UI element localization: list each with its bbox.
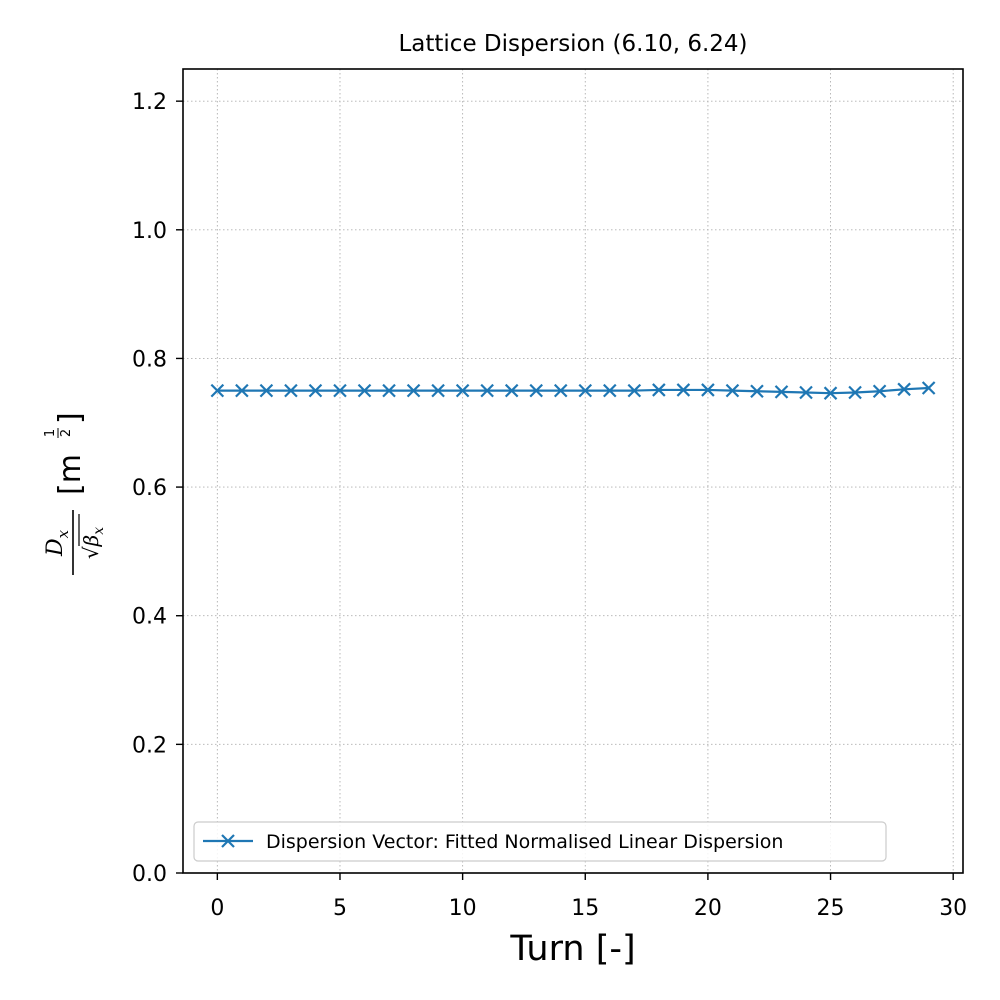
x-tick-label: 0 [210,896,224,921]
y-label-exp-num: 1 [43,429,58,437]
data-point-marker [382,383,396,398]
y-tick-label: 0.8 [132,347,167,372]
data-point-marker [676,383,691,397]
data-point-marker [357,383,372,398]
data-point-marker [455,383,470,398]
x-tick-label: 5 [333,896,347,921]
grid [183,69,963,874]
data-point-marker [603,383,617,398]
y-axis-label: Dx √βx [m 1 2 ] [43,412,107,575]
y-tick-label: 0.4 [132,605,167,630]
series-layer [210,381,936,400]
data-point-marker [284,383,298,398]
x-tick-label: 20 [694,896,722,921]
series-line [217,386,929,395]
x-tick-label: 25 [817,896,845,921]
data-point-marker [529,383,543,398]
y-label-denominator: √βx [79,527,107,559]
data-point-marker [406,383,421,398]
y-tick-label: 0.0 [132,862,167,887]
data-point-marker [774,385,789,399]
data-point-marker [259,383,274,398]
data-point-marker [823,386,838,400]
data-point-marker [627,383,642,398]
data-point-marker [480,383,494,398]
data-point-marker [308,383,323,398]
plot-frame [182,68,964,874]
chart-title: Lattice Dispersion (6.10, 6.24) [398,31,747,57]
y-tick-label: 1.0 [132,219,167,244]
y-label-unit-open: [m [53,454,88,495]
data-point-marker [333,383,347,398]
legend-box [193,821,887,862]
x-tick-label: 10 [449,896,477,921]
data-point-marker [210,383,225,398]
y-label-exp-den: 2 [59,429,74,437]
y-label-numerator: Dx [43,529,72,557]
legend: Dispersion Vector: Fitted Normalised Lin… [193,821,887,862]
y-axis: 0.0 0.2 0.4 0.6 0.8 1.0 1.2 [132,90,183,887]
data-point-marker [848,385,862,400]
data-point-marker [799,385,813,400]
data-point-marker [750,384,764,399]
data-point-marker [872,384,887,399]
y-tick-label: 1.2 [132,90,167,115]
y-tick-label: 0.6 [132,476,167,501]
data-point-marker [652,383,666,397]
x-tick-label: 15 [571,896,599,921]
data-point-marker [701,383,715,397]
data-point-marker [578,383,593,398]
x-tick-label: 30 [939,896,967,921]
legend-x-marker-icon [221,834,235,848]
y-tick-label: 0.2 [132,733,167,758]
data-point-marker [725,383,740,398]
y-label-unit-close: ] [53,412,88,424]
x-axis: 0 5 10 15 20 25 30 [210,873,967,921]
data-point-marker [921,381,936,395]
data-point-marker [504,383,519,398]
legend-label: Dispersion Vector: Fitted Normalised Lin… [266,831,783,853]
data-point-marker [553,383,568,398]
data-point-marker [235,383,249,398]
x-axis-label: Turn [-] [509,929,635,969]
data-point-marker [897,382,911,397]
data-point-marker [431,383,445,398]
